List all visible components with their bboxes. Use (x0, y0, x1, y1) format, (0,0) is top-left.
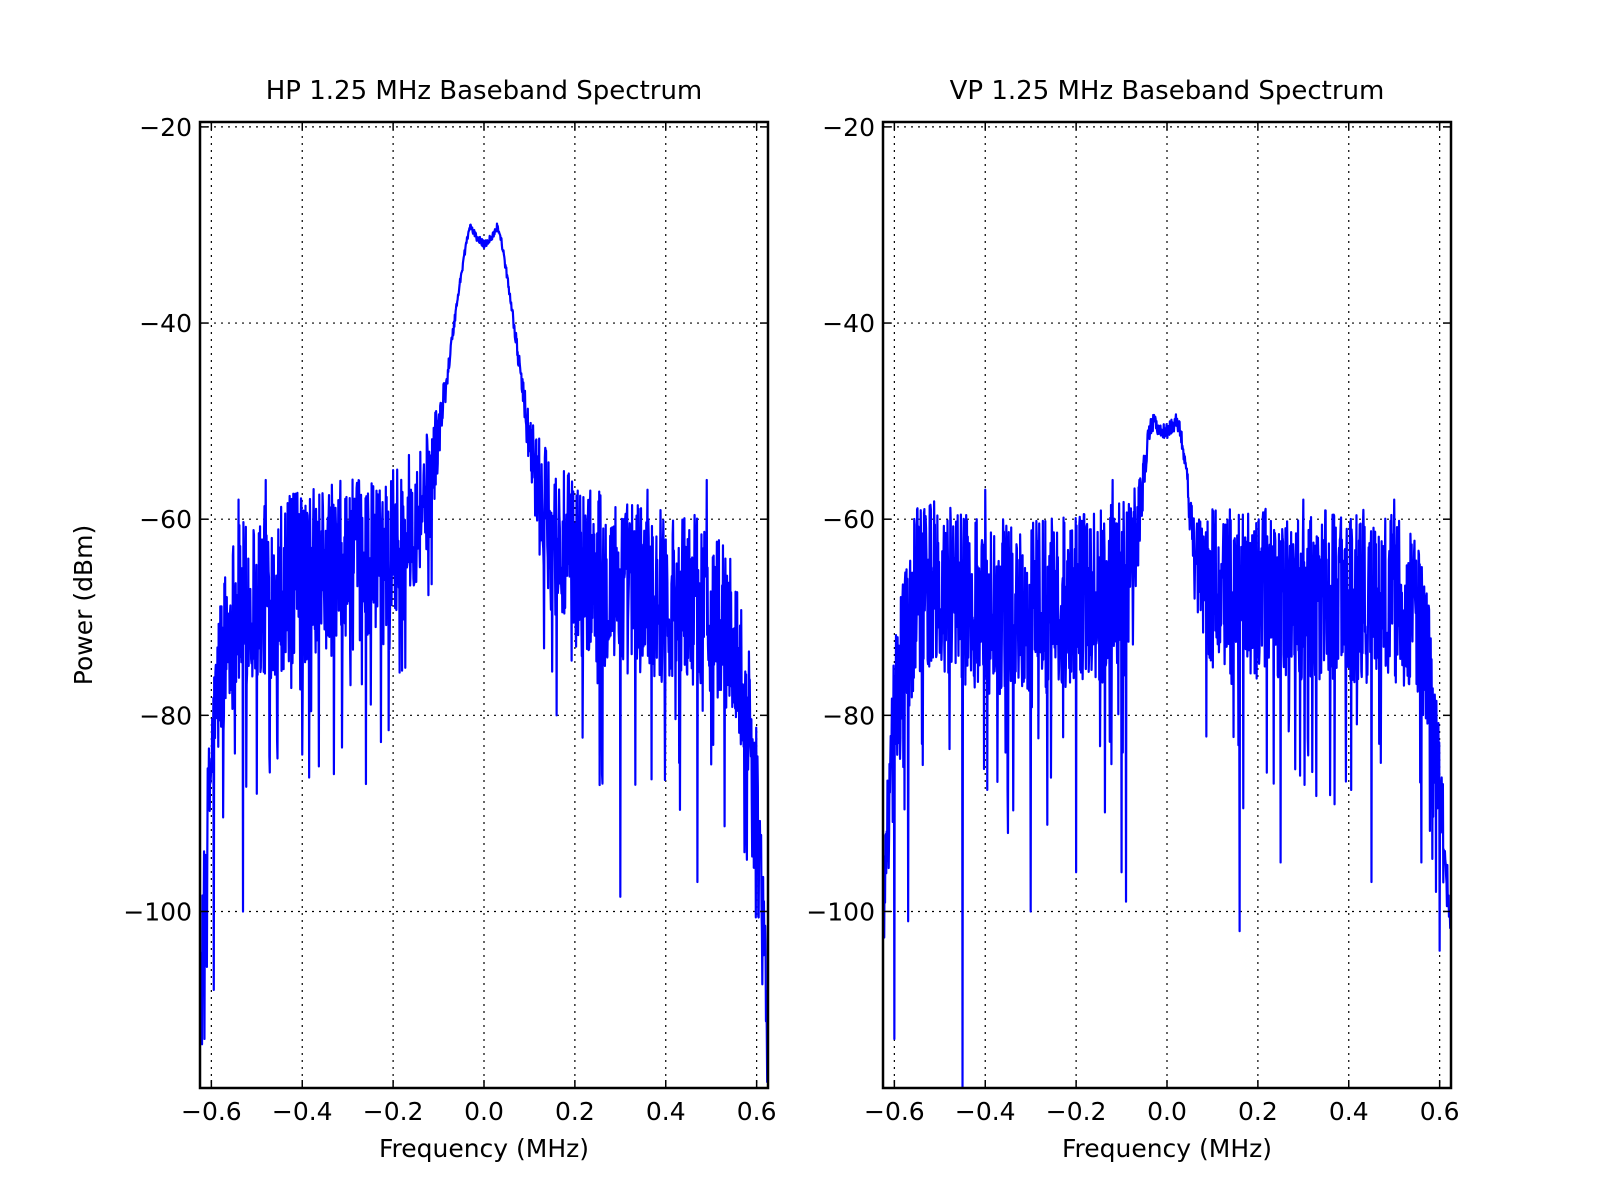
hp-y-tick-label: −40 (139, 309, 192, 338)
hp-x-tick-label: 0.6 (737, 1097, 777, 1126)
vp-x-axis-label: Frequency (MHz) (1062, 1134, 1272, 1163)
hp-y-tick-label: −60 (139, 505, 192, 534)
vp-chart-title: VP 1.25 MHz Baseband Spectrum (950, 76, 1385, 106)
hp-y-tick-label: −100 (123, 897, 192, 926)
vp-y-tick-label: −20 (822, 113, 875, 142)
vp-x-tick-label: 0.4 (1329, 1097, 1369, 1126)
vp-spectrum-panel: −0.6 −0.4 −0.2 0.0 0.2 0.4 0.6 −20 −40 −60 −80 −100… (806, 76, 1459, 1163)
hp-x-axis-label: Frequency (MHz) (379, 1134, 589, 1163)
vp-y-tick-label: −80 (822, 701, 875, 730)
hp-x-tick-label: −0.4 (272, 1097, 333, 1126)
vp-y-tick-label: −100 (806, 897, 875, 926)
hp-y-axis-label: Power (dBm) (69, 525, 98, 685)
hp-chart-title: HP 1.25 MHz Baseband Spectrum (266, 76, 703, 106)
hp-y-tick-label: −80 (139, 701, 192, 730)
vp-x-tick-label: −0.6 (864, 1097, 925, 1126)
hp-y-tick-label: −20 (139, 113, 192, 142)
vp-y-tick-label: −60 (822, 505, 875, 534)
hp-spectrum-series-line (200, 222, 768, 1084)
vp-x-tick-label: 0.6 (1420, 1097, 1460, 1126)
vp-x-tick-label: 0.2 (1238, 1097, 1278, 1126)
vp-spectrum-series-line (883, 413, 1451, 1088)
hp-x-tick-label: −0.2 (363, 1097, 424, 1126)
hp-spectrum-panel: −0.6 −0.4 −0.2 0.0 0.2 0.4 0.6 −20 −40 −60 −80 −100… (69, 76, 777, 1163)
vp-x-tick-label: 0.0 (1147, 1097, 1187, 1126)
hp-x-tick-label: 0.4 (646, 1097, 686, 1126)
hp-x-tick-label: −0.6 (181, 1097, 242, 1126)
hp-x-tick-label: 0.2 (555, 1097, 595, 1126)
vp-x-tick-label: −0.2 (1046, 1097, 1107, 1126)
vp-x-tick-label: −0.4 (955, 1097, 1016, 1126)
hp-x-tick-label: 0.0 (464, 1097, 504, 1126)
vp-y-tick-label: −40 (822, 309, 875, 338)
